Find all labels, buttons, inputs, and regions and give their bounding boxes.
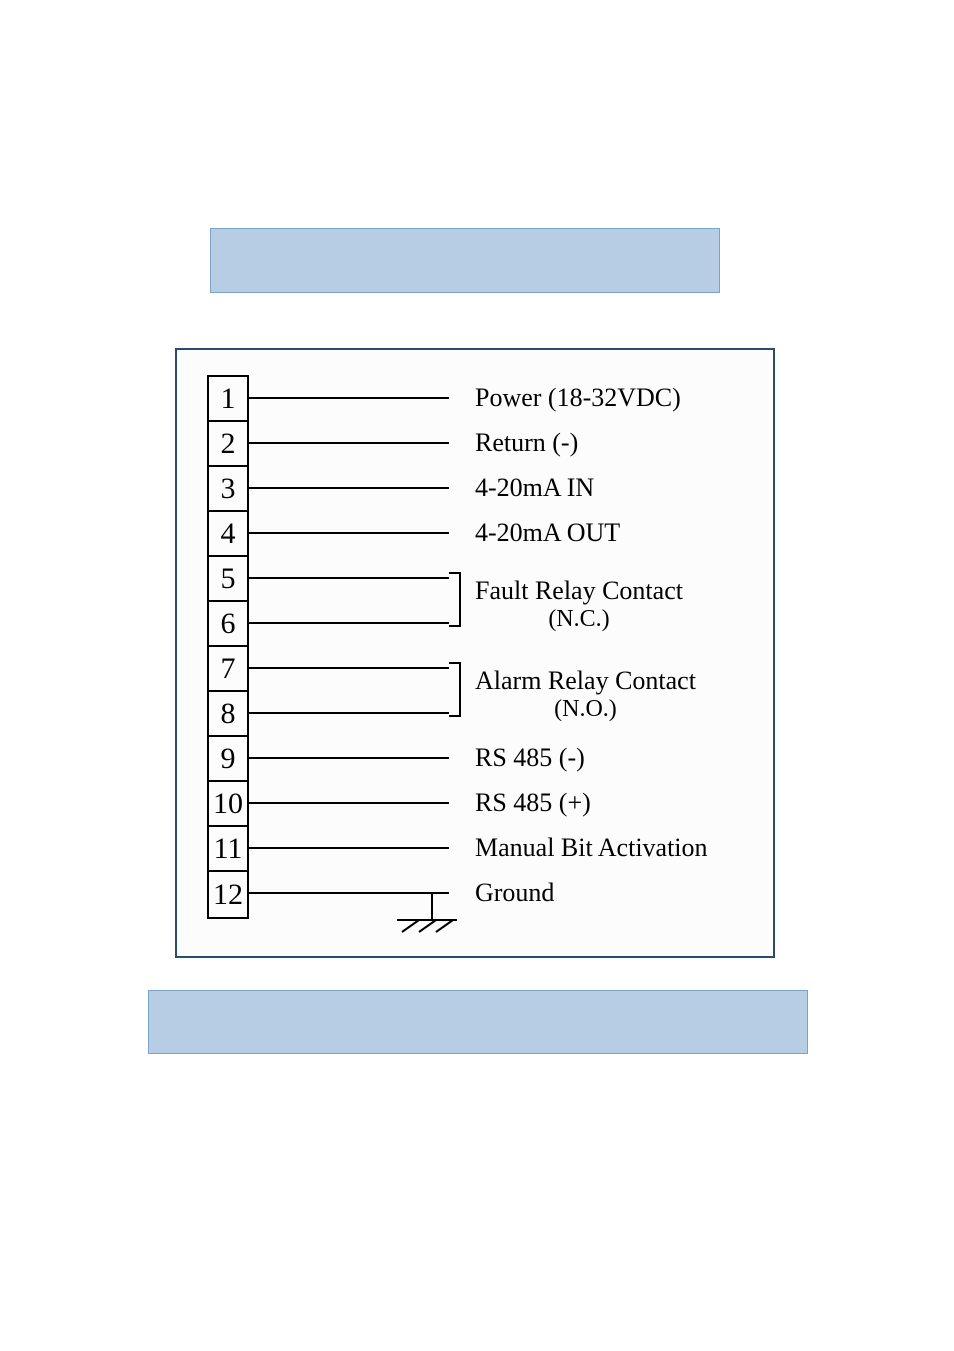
terminal-number: 3 (221, 472, 236, 506)
terminal-strip: 1 2 3 4 5 6 7 8 9 10 11 12 (207, 375, 249, 919)
label-420in: 4-20mA IN (475, 473, 594, 503)
terminal-number: 11 (214, 832, 243, 866)
bracket-fault (449, 572, 461, 627)
terminal-4: 4 (209, 512, 247, 557)
terminal-number: 5 (221, 562, 236, 596)
terminal-3: 3 (209, 467, 247, 512)
wire-9 (249, 757, 449, 759)
label-return: Return (-) (475, 428, 578, 458)
terminal-7: 7 (209, 647, 247, 692)
terminal-number: 10 (213, 787, 243, 821)
terminal-number: 7 (221, 652, 236, 686)
terminal-number: 2 (221, 427, 236, 461)
label-power: Power (18-32VDC) (475, 383, 681, 413)
bracket-alarm (449, 662, 461, 717)
terminal-8: 8 (209, 692, 247, 737)
terminal-10: 10 (209, 782, 247, 827)
wire-8 (249, 712, 449, 714)
wire-7 (249, 667, 449, 669)
label-rs485pos: RS 485 (+) (475, 788, 591, 818)
terminal-9: 9 (209, 737, 247, 782)
wire-11 (249, 847, 449, 849)
page-container: 1 2 3 4 5 6 7 8 9 10 11 12 Power (18-32V… (0, 0, 954, 1351)
fault-relay-line1: Fault Relay Contact (475, 576, 683, 606)
title-bar-top (210, 228, 720, 293)
terminal-2: 2 (209, 422, 247, 467)
label-420out: 4-20mA OUT (475, 518, 620, 548)
label-manual-bit: Manual Bit Activation (475, 833, 708, 863)
terminal-11: 11 (209, 827, 247, 872)
ground-symbol-icon (397, 892, 467, 947)
label-fault-relay: Fault Relay Contact (N.C.) (475, 576, 683, 633)
terminal-number: 1 (221, 382, 236, 416)
wire-2 (249, 442, 449, 444)
title-bar-bottom (148, 990, 808, 1054)
wire-3 (249, 487, 449, 489)
wire-1 (249, 397, 449, 399)
alarm-relay-line1: Alarm Relay Contact (475, 666, 696, 696)
terminal-1: 1 (209, 377, 247, 422)
terminal-number: 6 (221, 607, 236, 641)
terminal-5: 5 (209, 557, 247, 602)
diagram-container: 1 2 3 4 5 6 7 8 9 10 11 12 Power (18-32V… (175, 348, 775, 958)
terminal-number: 9 (221, 742, 236, 776)
wire-5 (249, 577, 449, 579)
label-ground: Ground (475, 878, 554, 908)
fault-relay-line2: (N.C.) (475, 606, 683, 633)
wire-10 (249, 802, 449, 804)
terminal-number: 12 (213, 878, 243, 912)
terminal-number: 4 (221, 517, 236, 551)
wire-4 (249, 532, 449, 534)
label-alarm-relay: Alarm Relay Contact (N.O.) (475, 666, 696, 723)
terminal-number: 8 (221, 697, 236, 731)
wire-6 (249, 622, 449, 624)
terminal-6: 6 (209, 602, 247, 647)
label-rs485neg: RS 485 (-) (475, 743, 585, 773)
terminal-12: 12 (209, 872, 247, 917)
alarm-relay-line2: (N.O.) (475, 696, 696, 723)
